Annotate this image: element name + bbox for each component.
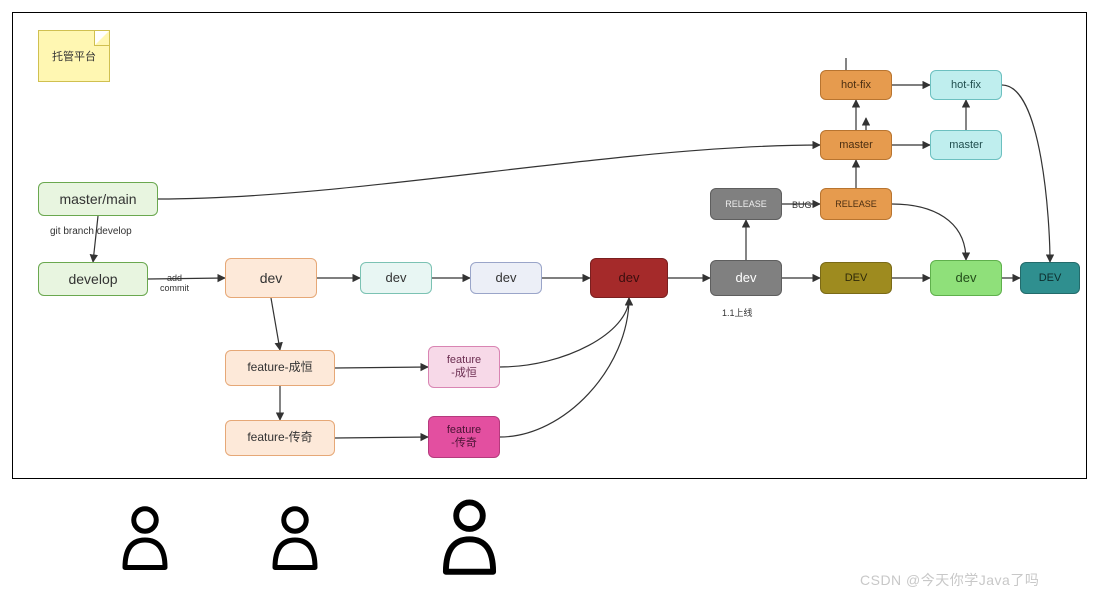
label-online: 1.1上线 bbox=[722, 308, 753, 318]
node-dev8: DEV bbox=[1020, 262, 1080, 294]
outer-frame bbox=[12, 12, 1087, 479]
node-dev4: dev bbox=[590, 258, 668, 298]
person-icon bbox=[440, 498, 499, 580]
label-bug: BUG bbox=[792, 200, 812, 210]
sticky-note: 托管平台 bbox=[38, 30, 110, 82]
label-git_branch: git branch develop bbox=[50, 226, 132, 238]
node-feat_cq1: feature-传奇 bbox=[225, 420, 335, 456]
node-develop: develop bbox=[38, 262, 148, 296]
node-dev3: dev bbox=[470, 262, 542, 294]
watermark: CSDN @今天你学Java了吗 bbox=[860, 570, 1039, 590]
node-master_cy: master bbox=[930, 130, 1002, 160]
node-master_og: master bbox=[820, 130, 892, 160]
node-dev2: dev bbox=[360, 262, 432, 294]
node-release_gray: RELEASE bbox=[710, 188, 782, 220]
node-dev7: dev bbox=[930, 260, 1002, 296]
node-feat_ch1: feature-成恒 bbox=[225, 350, 335, 386]
node-dev6: DEV bbox=[820, 262, 892, 294]
diagram-canvas: 托管平台 master/main develop dev dev dev dev dev DE… bbox=[0, 0, 1097, 595]
node-feat_ch2: feature -成恒 bbox=[428, 346, 500, 388]
node-feat_cq2: feature -传奇 bbox=[428, 416, 500, 458]
node-release_og: RELEASE bbox=[820, 188, 892, 220]
node-hotfix_cy: hot-fix bbox=[930, 70, 1002, 100]
node-dev1: dev bbox=[225, 258, 317, 298]
node-hotfix_og: hot-fix bbox=[820, 70, 892, 100]
person-icon bbox=[120, 505, 170, 575]
node-dev5: dev bbox=[710, 260, 782, 296]
label-add_commit: add commit bbox=[160, 273, 189, 294]
watermark-text: CSDN @今天你学Java了吗 bbox=[860, 572, 1039, 588]
node-master_main: master/main bbox=[38, 182, 158, 216]
person-icon bbox=[270, 505, 320, 575]
sticky-note-label: 托管平台 bbox=[52, 48, 96, 64]
